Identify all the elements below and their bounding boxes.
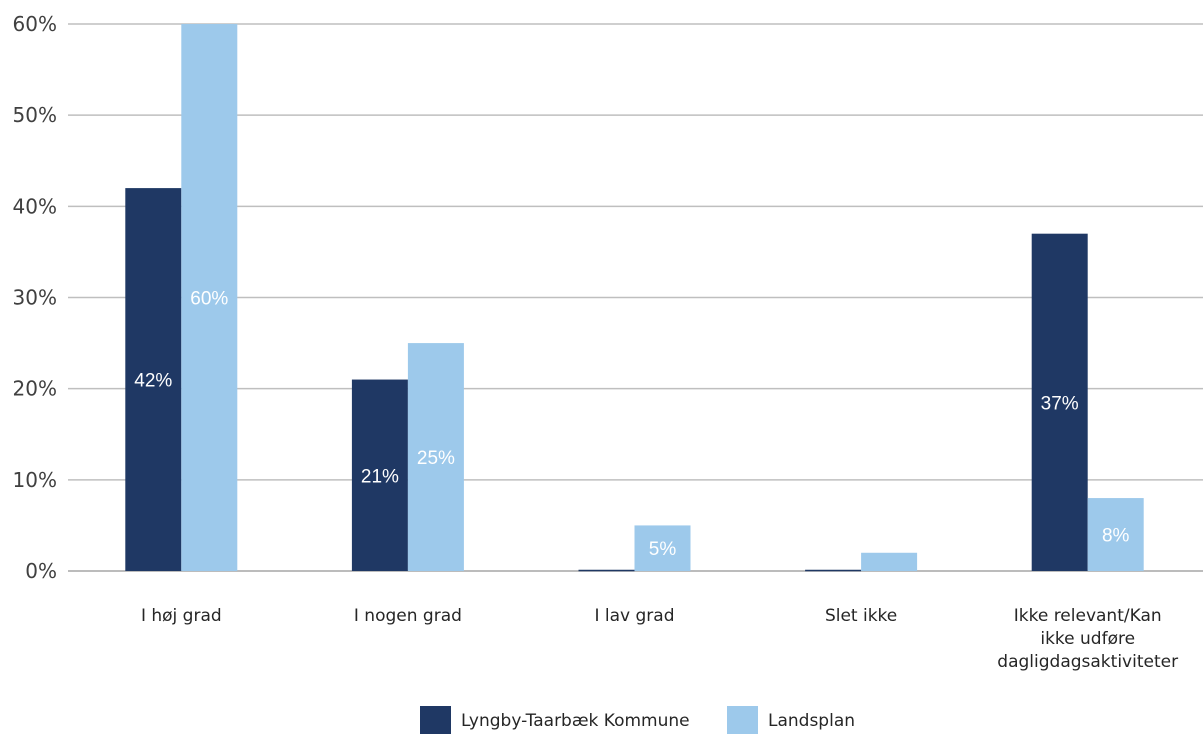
legend: Lyngby-Taarbæk Kommune Landsplan bbox=[420, 706, 855, 734]
legend-label: Lyngby-Taarbæk Kommune bbox=[461, 711, 690, 731]
y-tick-label: 40% bbox=[13, 194, 57, 218]
legend-swatch bbox=[420, 706, 451, 734]
y-tick-label: 10% bbox=[13, 468, 57, 492]
data-label: 37% bbox=[1041, 393, 1079, 414]
gridlines bbox=[68, 23, 1203, 572]
bar bbox=[181, 24, 238, 571]
bar bbox=[1031, 233, 1088, 571]
data-label: 60% bbox=[190, 289, 228, 310]
category-label: I lav grad bbox=[594, 606, 674, 626]
category-label: Slet ikke bbox=[825, 606, 897, 626]
category-label: Ikke relevant/Kan bbox=[1014, 606, 1162, 626]
bars bbox=[125, 24, 1144, 572]
y-tick-label: 30% bbox=[13, 286, 57, 310]
category-label: dagligdagsaktiviteter bbox=[997, 652, 1178, 672]
category-label: I høj grad bbox=[141, 606, 222, 626]
bar bbox=[351, 379, 408, 571]
category-label: I nogen grad bbox=[354, 606, 462, 626]
legend-label: Landsplan bbox=[768, 711, 855, 731]
data-labels: 42% 60% 21% 25% 5% 37% 8% bbox=[134, 289, 1129, 561]
bar bbox=[1087, 498, 1144, 571]
y-tick-label: 60% bbox=[13, 12, 57, 36]
bar bbox=[407, 343, 464, 571]
data-label: 8% bbox=[1102, 526, 1130, 547]
category-label: ikke udføre bbox=[1040, 629, 1135, 649]
bar bbox=[861, 552, 918, 571]
y-axis-ticks: 0% 10% 20% 30% 40% 50% 60% bbox=[13, 12, 57, 583]
bar bbox=[125, 188, 182, 571]
data-label: 42% bbox=[134, 371, 172, 392]
bar bbox=[634, 525, 691, 571]
x-axis-categories: I høj grad I nogen grad I lav grad Slet ikk… bbox=[141, 606, 1178, 672]
data-label: 21% bbox=[361, 466, 399, 487]
legend-swatch bbox=[727, 706, 758, 734]
y-tick-label: 0% bbox=[25, 559, 57, 583]
data-label: 5% bbox=[649, 539, 677, 560]
y-tick-label: 50% bbox=[13, 103, 57, 127]
y-tick-label: 20% bbox=[13, 377, 57, 401]
data-label: 25% bbox=[417, 448, 455, 469]
